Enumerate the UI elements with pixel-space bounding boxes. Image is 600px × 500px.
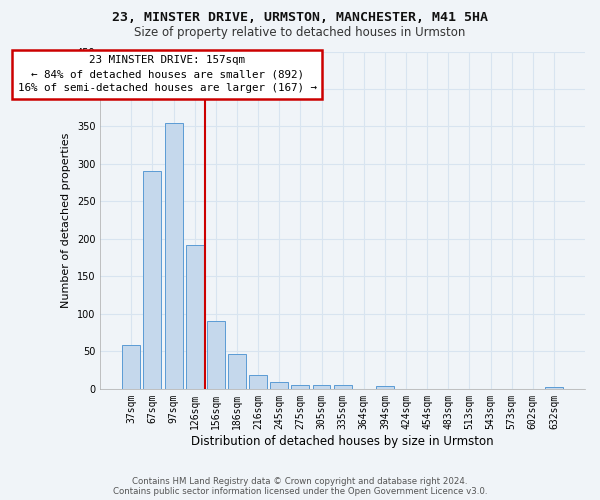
Bar: [292, 385, 310, 389]
Bar: [207, 322, 225, 389]
Bar: [313, 385, 331, 389]
Bar: [186, 245, 203, 389]
Bar: [376, 386, 394, 389]
Bar: [334, 385, 352, 389]
Text: 23 MINSTER DRIVE: 157sqm
← 84% of detached houses are smaller (892)
16% of semi-: 23 MINSTER DRIVE: 157sqm ← 84% of detach…: [18, 55, 317, 93]
Bar: [143, 172, 161, 389]
Bar: [122, 344, 140, 389]
Bar: [164, 122, 182, 389]
Y-axis label: Number of detached properties: Number of detached properties: [61, 132, 71, 308]
Bar: [228, 354, 246, 389]
Text: Contains HM Land Registry data © Crown copyright and database right 2024.
Contai: Contains HM Land Registry data © Crown c…: [113, 476, 487, 496]
Bar: [249, 374, 267, 389]
Bar: [545, 386, 563, 389]
Text: Size of property relative to detached houses in Urmston: Size of property relative to detached ho…: [134, 26, 466, 39]
Text: 23, MINSTER DRIVE, URMSTON, MANCHESTER, M41 5HA: 23, MINSTER DRIVE, URMSTON, MANCHESTER, …: [112, 11, 488, 24]
Bar: [270, 382, 288, 389]
X-axis label: Distribution of detached houses by size in Urmston: Distribution of detached houses by size …: [191, 434, 494, 448]
